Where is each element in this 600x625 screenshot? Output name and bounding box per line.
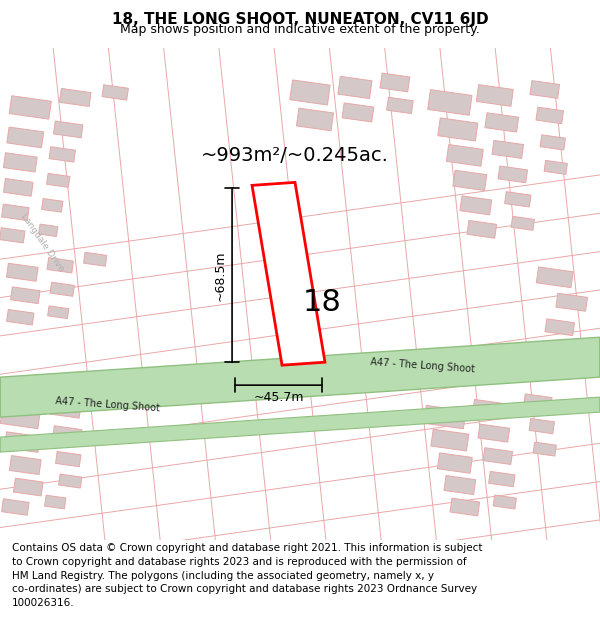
Polygon shape: [472, 399, 507, 419]
Polygon shape: [523, 394, 552, 411]
Polygon shape: [10, 456, 41, 474]
Polygon shape: [102, 85, 128, 100]
Polygon shape: [467, 221, 497, 238]
Text: A47 - The Long Shoot: A47 - The Long Shoot: [55, 396, 160, 414]
Polygon shape: [530, 81, 560, 98]
Text: ~45.7m: ~45.7m: [253, 391, 304, 404]
Polygon shape: [545, 319, 574, 336]
Polygon shape: [438, 118, 478, 141]
Polygon shape: [53, 121, 83, 138]
Polygon shape: [437, 453, 472, 473]
Polygon shape: [49, 147, 76, 162]
Polygon shape: [485, 112, 518, 132]
Polygon shape: [483, 448, 512, 464]
Text: Langdale Drive: Langdale Drive: [19, 212, 65, 273]
Polygon shape: [386, 98, 413, 114]
Polygon shape: [83, 253, 107, 266]
Text: 18, THE LONG SHOOT, NUNEATON, CV11 6JD: 18, THE LONG SHOOT, NUNEATON, CV11 6JD: [112, 12, 488, 27]
Polygon shape: [493, 495, 517, 509]
Polygon shape: [380, 73, 410, 92]
Polygon shape: [476, 84, 513, 106]
Polygon shape: [338, 76, 372, 99]
Polygon shape: [498, 166, 527, 182]
Polygon shape: [92, 394, 118, 410]
Polygon shape: [52, 426, 82, 442]
Polygon shape: [444, 476, 476, 494]
Text: Map shows position and indicative extent of the property.: Map shows position and indicative extent…: [120, 22, 480, 36]
Polygon shape: [11, 287, 40, 304]
Polygon shape: [2, 499, 29, 515]
Polygon shape: [0, 406, 40, 429]
Polygon shape: [56, 451, 81, 467]
Polygon shape: [44, 495, 66, 509]
Polygon shape: [488, 471, 515, 487]
Polygon shape: [7, 263, 38, 281]
Text: Contains OS data © Crown copyright and database right 2021. This information is : Contains OS data © Crown copyright and d…: [12, 543, 482, 608]
Polygon shape: [7, 127, 44, 148]
Polygon shape: [424, 406, 466, 429]
Polygon shape: [59, 474, 82, 488]
Polygon shape: [4, 152, 37, 172]
Polygon shape: [428, 89, 472, 115]
Polygon shape: [536, 107, 563, 124]
Text: ~68.5m: ~68.5m: [214, 250, 227, 301]
Polygon shape: [478, 424, 509, 442]
Polygon shape: [450, 498, 479, 516]
Polygon shape: [431, 429, 469, 451]
Polygon shape: [544, 161, 568, 174]
Polygon shape: [41, 199, 63, 212]
Polygon shape: [453, 170, 487, 191]
Text: A47 - The Long Shoot: A47 - The Long Shoot: [370, 356, 475, 374]
Polygon shape: [446, 144, 484, 166]
Polygon shape: [460, 196, 492, 215]
Polygon shape: [511, 216, 535, 230]
Polygon shape: [296, 108, 334, 131]
Polygon shape: [50, 282, 74, 296]
Polygon shape: [4, 432, 40, 452]
Polygon shape: [9, 96, 52, 119]
Polygon shape: [492, 141, 524, 158]
Polygon shape: [252, 182, 325, 365]
Polygon shape: [47, 258, 73, 273]
Polygon shape: [536, 267, 573, 288]
Text: 18: 18: [302, 288, 341, 317]
Text: ~993m²/~0.245ac.: ~993m²/~0.245ac.: [201, 146, 389, 166]
Polygon shape: [529, 419, 554, 434]
Polygon shape: [47, 306, 69, 319]
Polygon shape: [13, 478, 43, 496]
Polygon shape: [540, 135, 565, 150]
Polygon shape: [505, 192, 531, 207]
Polygon shape: [2, 204, 29, 221]
Polygon shape: [59, 89, 91, 106]
Polygon shape: [1, 338, 599, 417]
Polygon shape: [47, 173, 70, 188]
Polygon shape: [7, 309, 34, 325]
Polygon shape: [0, 228, 25, 243]
Polygon shape: [290, 80, 330, 105]
Polygon shape: [556, 293, 587, 311]
Polygon shape: [38, 224, 58, 236]
Polygon shape: [342, 103, 374, 122]
Polygon shape: [533, 442, 556, 456]
Polygon shape: [1, 397, 599, 452]
Polygon shape: [49, 400, 81, 418]
Polygon shape: [4, 179, 33, 196]
